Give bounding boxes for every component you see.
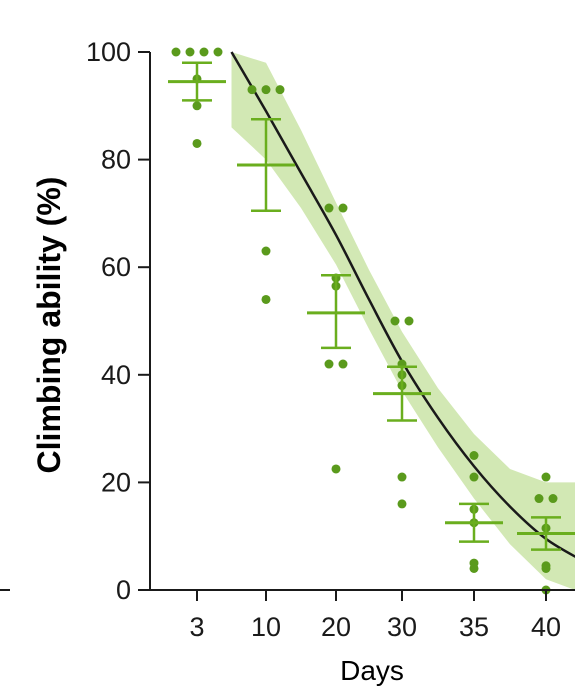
y-tick-label: 40 — [101, 360, 131, 390]
y-tick-label: 0 — [116, 575, 131, 605]
y-tick-label: 80 — [101, 145, 131, 175]
data-point — [404, 316, 414, 326]
data-point — [247, 85, 257, 95]
y-tick-label: 60 — [101, 252, 131, 282]
data-point — [390, 316, 400, 326]
confidence-band — [231, 52, 575, 590]
axes — [0, 52, 575, 591]
data-point — [275, 85, 285, 95]
data-point — [469, 472, 479, 482]
data-point — [324, 203, 334, 213]
data-point — [261, 85, 271, 95]
data-point — [192, 101, 202, 111]
y-axis-title: Climbing ability (%) — [31, 177, 67, 474]
data-point — [397, 472, 407, 482]
data-point — [397, 499, 407, 509]
x-tick-label: 10 — [251, 612, 281, 642]
confidence-band-layer — [231, 52, 575, 590]
data-point — [534, 494, 544, 504]
data-point — [199, 47, 209, 57]
data-point — [338, 203, 348, 213]
fit-curve — [230, 51, 575, 558]
y-ticks-layer: 0 20 40 60 80 100 — [86, 37, 150, 605]
x-tick-label: 20 — [321, 612, 351, 642]
data-point — [338, 359, 348, 369]
y-tick-label: 20 — [101, 467, 131, 497]
data-point — [331, 464, 341, 474]
fit-curve-layer — [230, 51, 575, 558]
data-point — [192, 138, 202, 148]
data-point — [185, 47, 195, 57]
data-point — [469, 451, 479, 460]
data-point — [469, 563, 479, 573]
data-point — [261, 246, 271, 256]
mean-errorbar-layer — [168, 61, 575, 551]
x-axis-title: Days — [340, 655, 404, 686]
data-point — [171, 47, 181, 57]
x-tick-label: 3 — [189, 612, 204, 642]
data-point — [213, 47, 223, 57]
x-tick-label: 30 — [387, 612, 417, 642]
x-ticks-layer: 3 10 20 30 35 40 — [189, 590, 561, 642]
x-tick-label: 35 — [459, 612, 489, 642]
data-point — [324, 359, 334, 369]
data-point — [548, 494, 558, 504]
data-point — [541, 563, 551, 573]
x-tick-label: 40 — [531, 612, 561, 642]
data-point — [261, 294, 271, 304]
data-point — [541, 472, 551, 482]
y-tick-label: 100 — [86, 37, 131, 67]
